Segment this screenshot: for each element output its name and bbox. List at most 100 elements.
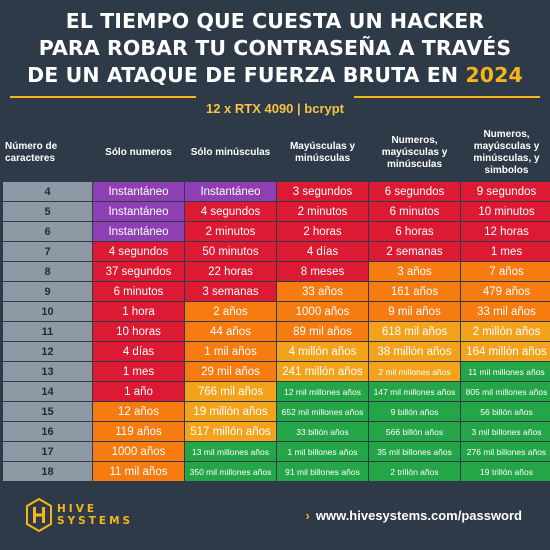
header-cell: Número de caracteres [5, 141, 58, 164]
time-cell: 3 segundos [277, 182, 368, 201]
time-cell: 1 mil años [185, 342, 276, 361]
time-cell: 517 millón años [185, 422, 276, 441]
char-count-cell: 15 [3, 402, 92, 421]
table-row: 5 Instantáneo 4 segundos 2 minutos 6 minutos… [3, 202, 550, 221]
table-row: 11 10 horas 44 años 89 mil años 618 mil años… [3, 322, 550, 341]
time-cell: 2 años [185, 302, 276, 321]
time-cell: 3 años [369, 262, 460, 281]
time-cell: Instantáneo [93, 202, 184, 221]
header-cell: Sólo numeros [105, 147, 172, 158]
chevron-right-icon: › [305, 508, 310, 523]
title-line-1: EL TIEMPO QUE CUESTA UN HACKER [65, 9, 485, 33]
table-row: 4 Instantáneo Instantáneo 3 segundos 6 segun… [3, 182, 550, 201]
time-cell: 4 millón años [277, 342, 368, 361]
table-row: 16 119 años 517 millón años 33 billón años 5… [3, 422, 550, 441]
time-cell: 766 mil años [185, 382, 276, 401]
char-count-cell: 9 [3, 282, 92, 301]
char-count-cell: 8 [3, 262, 92, 281]
website-url: www.hivesystems.com/password [315, 508, 522, 523]
time-cell: 4 segundos [185, 202, 276, 221]
time-cell: 1 año [93, 382, 184, 401]
time-cell: 2 semanas [369, 242, 460, 261]
time-cell: 2 minutos [277, 202, 368, 221]
time-cell: 11 mil millones años [461, 362, 550, 381]
time-cell: 805 mil millones años [461, 382, 550, 401]
time-cell: 3 mil billones años [461, 422, 550, 441]
time-cell: Instantáneo [93, 222, 184, 241]
page-title: EL TIEMPO QUE CUESTA UN HACKER PARA ROBA… [0, 8, 550, 89]
time-cell: 1 hora [93, 302, 184, 321]
char-count-cell: 16 [3, 422, 92, 441]
time-cell: 8 meses [277, 262, 368, 281]
time-cell: 9 segundos [461, 182, 550, 201]
time-cell: 7 años [461, 262, 550, 281]
time-cell: 6 minutos [369, 202, 460, 221]
time-cell: 19 trillón años [461, 462, 550, 481]
time-cell: 1 mes [461, 242, 550, 261]
time-cell: 4 segundos [93, 242, 184, 261]
time-cell: 4 días [93, 342, 184, 361]
table-row: 10 1 hora 2 años 1000 años 9 mil años 33 mil … [3, 302, 550, 321]
time-cell: 33 años [277, 282, 368, 301]
time-cell: 13 mil millones años [185, 442, 276, 461]
time-cell: Instantáneo [185, 182, 276, 201]
time-cell: 12 años [93, 402, 184, 421]
time-cell: 10 minutos [461, 202, 550, 221]
time-cell: 12 horas [461, 222, 550, 241]
title-line-2: PARA ROBAR TU CONTRASEÑA A TRAVÉS [38, 36, 512, 60]
time-cell: 35 mil billones años [369, 442, 460, 461]
char-count-cell: 13 [3, 362, 92, 381]
table-row: 13 1 mes 29 mil años 241 millón años 2 mil m… [3, 362, 550, 381]
time-cell: 37 segundos [93, 262, 184, 281]
title-year: 2024 [465, 63, 523, 87]
time-cell: 9 mil años [369, 302, 460, 321]
logo-line-2: SYSTEMS [57, 515, 134, 527]
char-count-cell: 11 [3, 322, 92, 341]
divider-left [10, 96, 196, 98]
time-cell: 91 mil billones años [277, 462, 368, 481]
time-cell: 33 mil años [461, 302, 550, 321]
time-cell: 38 millón años [369, 342, 460, 361]
time-cell: 9 billón años [369, 402, 460, 421]
time-cell: 89 mil años [277, 322, 368, 341]
time-cell: 29 mil años [185, 362, 276, 381]
time-cell: 2 horas [277, 222, 368, 241]
char-count-cell: 17 [3, 442, 92, 461]
char-count-cell: 14 [3, 382, 92, 401]
time-cell: 2 mil millones años [369, 362, 460, 381]
header-cell: Numeros, mayúsculas y minúsculas, y simb… [473, 129, 540, 176]
time-cell: Instantáneo [93, 182, 184, 201]
char-count-cell: 12 [3, 342, 92, 361]
time-cell: 161 años [369, 282, 460, 301]
time-cell: 479 años [461, 282, 550, 301]
header-cell: Mayúsculas y minúsculas [289, 141, 356, 164]
time-cell: 4 días [277, 242, 368, 261]
website-link[interactable]: › www.hivesystems.com/password [306, 508, 523, 523]
time-cell: 2 trillón años [369, 462, 460, 481]
time-cell: 11 mil años [93, 462, 184, 481]
subtitle: 12 x RTX 4090 | bcrypt [205, 101, 345, 116]
table-row: 12 4 días 1 mil años 4 millón años 38 millón… [3, 342, 550, 361]
time-cell: 276 mil billones años [461, 442, 550, 461]
time-cell: 147 mil millones años [369, 382, 460, 401]
table-row: 17 1000 años 13 mil millones años 1 mil bil… [3, 442, 550, 461]
time-cell: 44 años [185, 322, 276, 341]
password-time-table: Número de caracteres Sólo numeros Sólo m… [2, 124, 550, 482]
char-count-cell: 4 [3, 182, 92, 201]
time-cell: 12 mil millones años [277, 382, 368, 401]
time-cell: 1 mes [93, 362, 184, 381]
hive-logo-icon [26, 498, 52, 532]
table-body: 4 Instantáneo Instantáneo 3 segundos 6 segun… [3, 182, 550, 481]
time-cell: 652 mil millones años [277, 402, 368, 421]
time-cell: 350 mil millones años [185, 462, 276, 481]
time-cell: 2 millón años [461, 322, 550, 341]
time-cell: 2 minutos [185, 222, 276, 241]
time-cell: 119 años [93, 422, 184, 441]
time-cell: 56 billón años [461, 402, 550, 421]
char-count-cell: 18 [3, 462, 92, 481]
time-cell: 10 horas [93, 322, 184, 341]
char-count-cell: 10 [3, 302, 92, 321]
table-header-row: Número de caracteres Sólo numeros Sólo m… [3, 125, 550, 181]
